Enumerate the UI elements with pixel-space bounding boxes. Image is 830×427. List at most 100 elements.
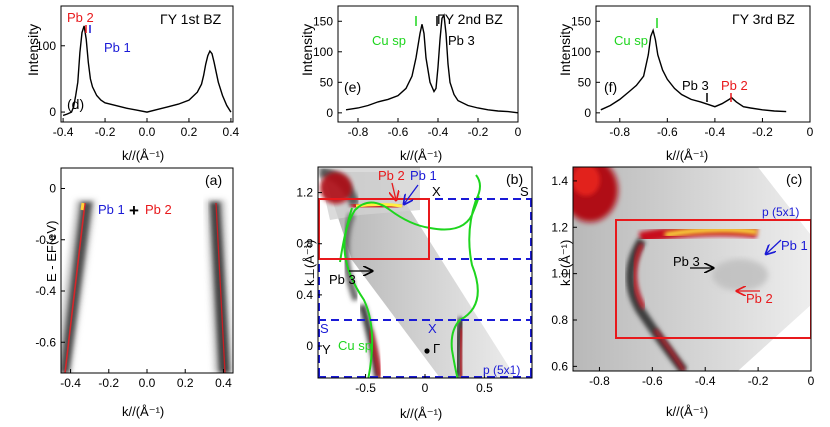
panel-a-label-pb1: Pb 1 <box>98 202 125 217</box>
panel-e-ytick-label: 100 <box>313 45 333 59</box>
panel-e-xtick-label: -0.6 <box>388 125 409 139</box>
panel-f-ytick-label: 150 <box>571 14 591 28</box>
panel-b-label-p5x1: p (5x1) <box>483 363 520 377</box>
panel-b-label-x-top: X <box>432 184 441 199</box>
panel-e-ylabel: Intensity <box>299 24 315 76</box>
panel-b-label-pb3: Pb 3 <box>329 272 356 287</box>
panel-e-label-pb3: Pb 3 <box>448 33 475 48</box>
panel-b-label-pb2: Pb 2 <box>378 168 405 183</box>
panel-b-label-cusp: Cu sp <box>338 338 372 353</box>
panel-d-label-pb2: Pb 2 <box>67 10 94 25</box>
panel-d-xtick-label: 0.2 <box>181 125 198 139</box>
panel-f-ylabel: Intensity <box>557 24 573 76</box>
panel-b-label-pb1: Pb 1 <box>410 168 437 183</box>
panel-c-label-pb3: Pb 3 <box>673 254 700 269</box>
panel-f-label-cusp: Cu sp <box>614 33 648 48</box>
panel-e-ytick-label: 150 <box>313 14 333 28</box>
panel-b-label-s-top: S <box>520 184 529 199</box>
panel-e-ytick-label: 0 <box>326 106 333 120</box>
panel-c-label-pb1: Pb 1 <box>781 238 808 253</box>
panel-c-ytick-label: 0.8 <box>551 313 568 327</box>
panel-e-title: ΓY 2nd BZ <box>437 11 503 27</box>
panel-b: -0.5 0 0.5 1.2 0.8 0.4 0 (b) Pb 2 Pb 1 X S Pb … <box>296 166 533 421</box>
panel-c-tag: (c) <box>786 171 802 187</box>
panel-b-label-y: Y <box>322 342 331 357</box>
panel-a-xtick-label: 0.0 <box>139 376 156 390</box>
panel-f-ytick-label: 50 <box>578 75 592 89</box>
panel-b-label-x-mid: X <box>428 321 437 336</box>
panel-f-ytick-label: 0 <box>584 106 591 120</box>
panel-b-ylabel: k⊥(Å⁻¹) <box>302 240 317 286</box>
panel-e-tag: (e) <box>344 79 361 95</box>
panel-d-ticks: -0.4 -0.2 0.0 0.2 0.4 0 100 <box>36 39 240 139</box>
panel-e-xtick-label: -0.4 <box>428 125 449 139</box>
panel-c-label-p5x1: p (5x1) <box>762 205 799 219</box>
panel-c-arrow-pb1 <box>766 239 782 254</box>
panel-c-xtick-label: 0 <box>808 374 815 388</box>
panel-f-series-line <box>600 28 787 113</box>
panel-c-ylabel: k⊥(Å⁻¹) <box>558 240 573 286</box>
panel-f-label-pb2: Pb 2 <box>721 78 748 93</box>
panel-a-xtick-label: 0.4 <box>215 376 232 390</box>
panel-c-xtick-label: -0.2 <box>748 374 769 388</box>
panel-b-tag: (b) <box>506 171 523 187</box>
panel-e-xtick-label: -0.2 <box>468 125 489 139</box>
panel-e-ytick-label: 50 <box>320 75 334 89</box>
panel-b-label-s-mid: S <box>320 321 329 336</box>
panel-d-title: ΓY 1st BZ <box>160 11 222 27</box>
panel-a-ytick-label: 0 <box>49 182 56 196</box>
panel-f-ytick-label: 100 <box>571 45 591 59</box>
panel-e: -0.8 -0.6 -0.4 -0.2 0 0 50 100 150 Intensity (e)… <box>299 5 522 163</box>
panel-b-ytick-label: 0.8 <box>296 237 313 251</box>
panel-d-xtick-label: 0.4 <box>223 125 240 139</box>
panel-c-ytick-label: 0.6 <box>551 359 568 373</box>
panel-d-tag: (d) <box>67 96 84 112</box>
panel-f-title: ΓY 3rd BZ <box>732 11 795 27</box>
panel-d-xtick-label: -0.4 <box>53 125 74 139</box>
panel-f-xtick-label: -0.2 <box>752 125 773 139</box>
panel-b-arrow-pb1 <box>404 184 419 204</box>
panel-e-frame <box>337 5 519 123</box>
panel-c-ytick-label: 1.2 <box>551 220 568 234</box>
panel-a-ytick-label: -0.4 <box>35 284 56 298</box>
panel-a-ylabel: E - EF(eV) <box>44 221 59 282</box>
panel-f-xtick-label: 0 <box>807 125 814 139</box>
panel-c-xtick-label: -0.4 <box>695 374 716 388</box>
panel-d-ytick-label: 0 <box>49 105 56 119</box>
panel-f-label-pb3: Pb 3 <box>682 78 709 93</box>
panel-a-tag: (a) <box>205 172 222 188</box>
panel-e-series-line <box>345 13 519 114</box>
panel-c-ytick-label: 1.0 <box>551 267 568 281</box>
panel-b-ytick-label: 0.4 <box>296 288 313 302</box>
panel-d-series-line <box>62 25 232 117</box>
panel-c-xlabel: k//(Å⁻¹) <box>666 404 708 419</box>
panel-b-ticks: -0.5 0 0.5 1.2 0.8 0.4 0 <box>296 186 493 395</box>
panel-d-ylabel: Intensity <box>25 24 41 76</box>
panel-c-ytick-label: 1.4 <box>551 174 568 188</box>
panel-c-frame <box>572 166 812 372</box>
panel-d-xtick-label: -0.2 <box>95 125 116 139</box>
panel-c-xtick-label: -0.6 <box>642 374 663 388</box>
panel-d-xlabel: k//(Å⁻¹) <box>122 148 164 163</box>
panel-a: -0.4 -0.2 0.0 0.2 0.40-0.2-0.4-0.6 (a) Pb 1 … <box>35 167 234 419</box>
panel-f-tag: (f) <box>604 79 617 95</box>
panel-a-label-plus: + <box>129 201 139 220</box>
panel-c: -0.8 -0.6 -0.4 -0.2 0 1.4 1.2 1.0 0.8 0.6 (c) p (… <box>551 166 815 419</box>
panel-f-ticks: -0.8 -0.6 -0.4 -0.2 0 0 50 100 150 <box>571 14 814 139</box>
panel-f-xtick-label: -0.6 <box>657 125 678 139</box>
panel-f-xtick-label: -0.8 <box>609 125 630 139</box>
panel-d-xtick-label: 0.0 <box>139 125 156 139</box>
panel-a-ytick-label: -0.6 <box>35 335 56 349</box>
panel-b-xtick-label: 0.5 <box>476 381 493 395</box>
panel-f-xtick-label: -0.4 <box>705 125 726 139</box>
panel-e-label-cusp: Cu sp <box>372 33 406 48</box>
panel-a-xtick-label: -0.4 <box>60 376 81 390</box>
panel-e-ticks: -0.8 -0.6 -0.4 -0.2 0 0 50 100 150 <box>313 14 522 139</box>
panel-b-ytick-label: 0 <box>306 339 313 353</box>
panel-d: -0.4 -0.2 0.0 0.2 0.4 0 100 Intensity (d) ΓY 1… <box>25 5 240 163</box>
panel-b-xtick-label: 0 <box>422 381 429 395</box>
panel-e-xtick-label: -0.8 <box>348 125 369 139</box>
panel-d-label-pb1: Pb 1 <box>104 40 131 55</box>
panel-a-xtick-label: 0.2 <box>177 376 194 390</box>
